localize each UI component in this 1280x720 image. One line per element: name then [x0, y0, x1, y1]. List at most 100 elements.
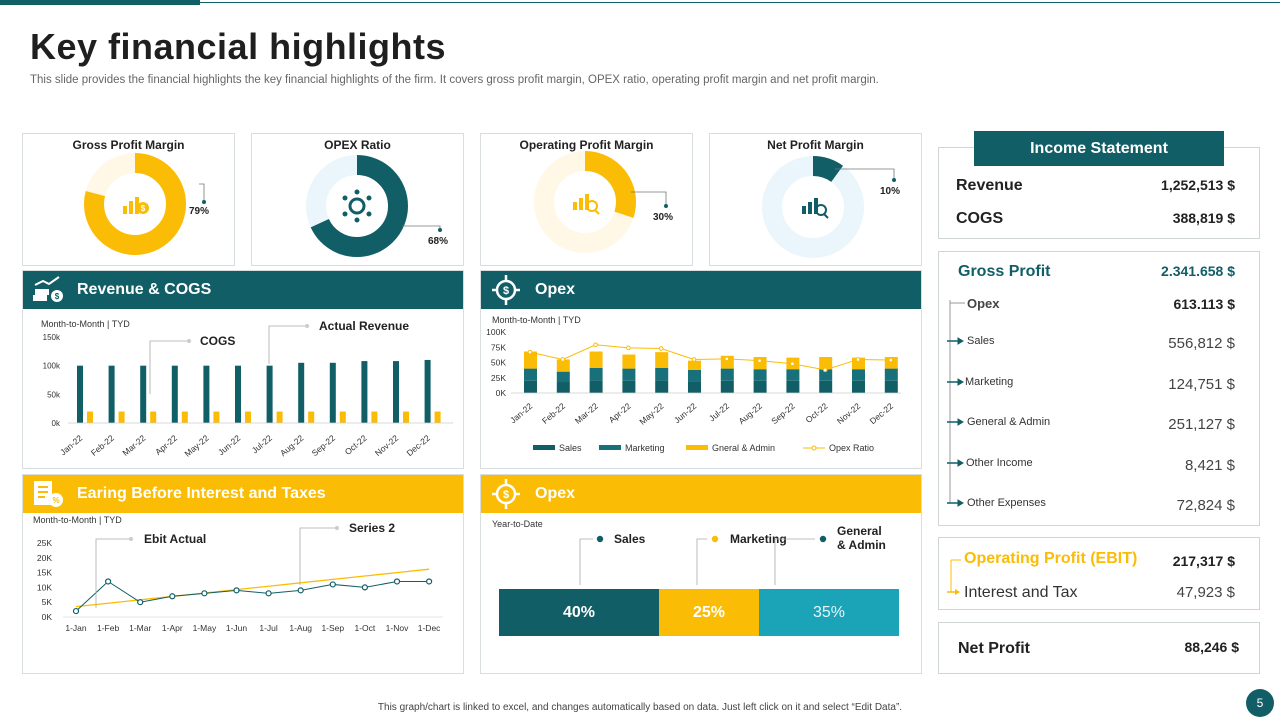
x-tick-label: Feb-22: [89, 433, 116, 458]
sales-bar: [524, 380, 537, 393]
sales-bar: [720, 380, 734, 393]
cogs-bar: [434, 411, 441, 423]
x-tick-label: Jan-22: [58, 433, 85, 458]
revenue-label: Revenue: [956, 177, 1023, 194]
page-subtitle: This slide provides the financial highli…: [30, 74, 879, 86]
income-box-ebit: Operating Profit (EBIT) 217,317 $ Intere…: [938, 537, 1260, 610]
marketing-bar: [655, 367, 669, 381]
x-tick-label: Nov-22: [835, 401, 863, 426]
sales-bar: [622, 380, 636, 393]
sales-bar: [786, 380, 800, 393]
x-tick-label: Oct-22: [804, 401, 830, 425]
donut-chart: [534, 151, 668, 253]
x-tick-label: 1-Jan: [65, 623, 87, 633]
ebit-point: [169, 593, 176, 600]
revenue-bar: [329, 362, 336, 423]
annotation-dot: [335, 526, 339, 530]
y-tick-label: 25K: [491, 373, 506, 383]
revenue-bar: [424, 359, 431, 423]
general-admin-bar: [556, 359, 570, 372]
ebit-point: [233, 587, 240, 594]
revenue-bar: [171, 365, 178, 423]
x-tick-label: 1-Aug: [289, 623, 312, 633]
marketing-bar: [524, 368, 537, 381]
opex-ratio-point: [790, 361, 795, 367]
x-tick-label: Dec-22: [404, 433, 432, 458]
ebit-point: [361, 584, 368, 591]
money-growth-icon: $: [33, 276, 63, 302]
annotation-leader: [299, 527, 337, 585]
item-label: Marketing: [965, 376, 1014, 388]
income-box-net-profit: Net Profit 88,246 $: [938, 622, 1260, 674]
revenue-bar: [203, 365, 210, 423]
ytd-segment-sales: [499, 589, 659, 636]
item-label: General & Admin: [967, 416, 1051, 428]
legend-swatch: [533, 445, 555, 450]
sales-bar: [819, 380, 833, 393]
x-tick-label: May-22: [183, 433, 211, 459]
income-statement-title: Income Statement: [974, 131, 1224, 166]
revenue-cogs-chart: 0k 50k 100k 150k Jan-22 Feb-22 Mar-22 Apr-22 May…: [43, 319, 453, 459]
ebit-point: [104, 578, 112, 585]
section-title: Opex: [535, 281, 576, 298]
x-tick-label: Jun-22: [216, 433, 243, 458]
y-tick-label: 20K: [37, 553, 52, 563]
ebit-point: [329, 581, 336, 588]
kpi-percent: 10%: [880, 186, 901, 197]
revenue-bar: [393, 361, 399, 423]
sales-bar: [884, 380, 898, 393]
y-tick-label: 50K: [491, 358, 506, 368]
leader-line: [402, 225, 441, 230]
cogs-bar: [276, 411, 283, 423]
x-tick-label: 1-Mar: [129, 623, 151, 633]
target-dollar-icon: $: [492, 275, 520, 305]
y-tick-label: 0K: [496, 388, 507, 398]
revenue-bar: [235, 365, 241, 423]
svg-text:$: $: [503, 489, 509, 501]
annotation-leader: [268, 325, 307, 364]
revenue-value: 1,252,513 $: [1161, 177, 1235, 193]
opex-ratio-line: [529, 344, 891, 371]
y-tick-label: 5K: [42, 597, 53, 607]
legend-swatch: [599, 445, 621, 450]
annotation-ebit-actual: Ebit Actual: [144, 532, 206, 546]
revenue-cogs-panel: $ Revenue & COGS Month-to-Month | TYD 0k…: [22, 270, 464, 469]
period-note: Year-to-Date: [492, 519, 543, 529]
svg-text:%: %: [52, 496, 59, 505]
kpi-percent: 79%: [189, 206, 210, 217]
annotation-leader: [579, 538, 593, 585]
donut-arc: [84, 153, 186, 255]
chart-search-icon: [802, 198, 829, 219]
y-tick-label: 25K: [37, 538, 52, 548]
opex-value: 613.113 $: [1173, 296, 1235, 312]
leader-line: [631, 191, 667, 206]
general-admin-bar: [655, 352, 669, 368]
item-value: 72,824 $: [1176, 497, 1235, 514]
ebit-actual-line: [75, 580, 430, 612]
sales-bar: [655, 380, 669, 393]
kpi-card-gross-profit-margin: Gross Profit Margin $ 79%: [22, 133, 235, 266]
cogs-bar: [339, 411, 346, 423]
tree-connector: [947, 300, 965, 507]
income-box-gross-profit: Gross Profit 2.341.658 $ Opex 613.113 $ …: [938, 251, 1260, 526]
cogs-bar: [150, 411, 157, 423]
cogs-bar: [371, 411, 378, 423]
leader-dot: [202, 200, 206, 204]
footer-note: This graph/chart is linked to excel, and…: [377, 702, 903, 713]
annotation-dot: [187, 339, 191, 343]
annotation-dot: [129, 537, 133, 541]
marketing-bar: [819, 369, 833, 381]
legend-marker: [811, 445, 817, 451]
x-tick-label: Oct-22: [343, 433, 369, 457]
marketing-bar: [589, 367, 603, 381]
marketing-bar: [884, 368, 898, 381]
opex-ratio-point: [691, 357, 697, 362]
x-tick-label: Nov-22: [373, 433, 401, 458]
x-tick-label: 1-May: [193, 623, 217, 633]
annotation-leader: [696, 538, 707, 585]
y-tick-label: 15K: [37, 568, 52, 578]
section-header: $ Opex: [481, 475, 921, 513]
y-tick-label: 0K: [42, 612, 53, 622]
x-tick-label: Feb-22: [540, 401, 567, 426]
kpi-card-net-profit-margin: Net Profit Margin 10%: [709, 133, 922, 266]
